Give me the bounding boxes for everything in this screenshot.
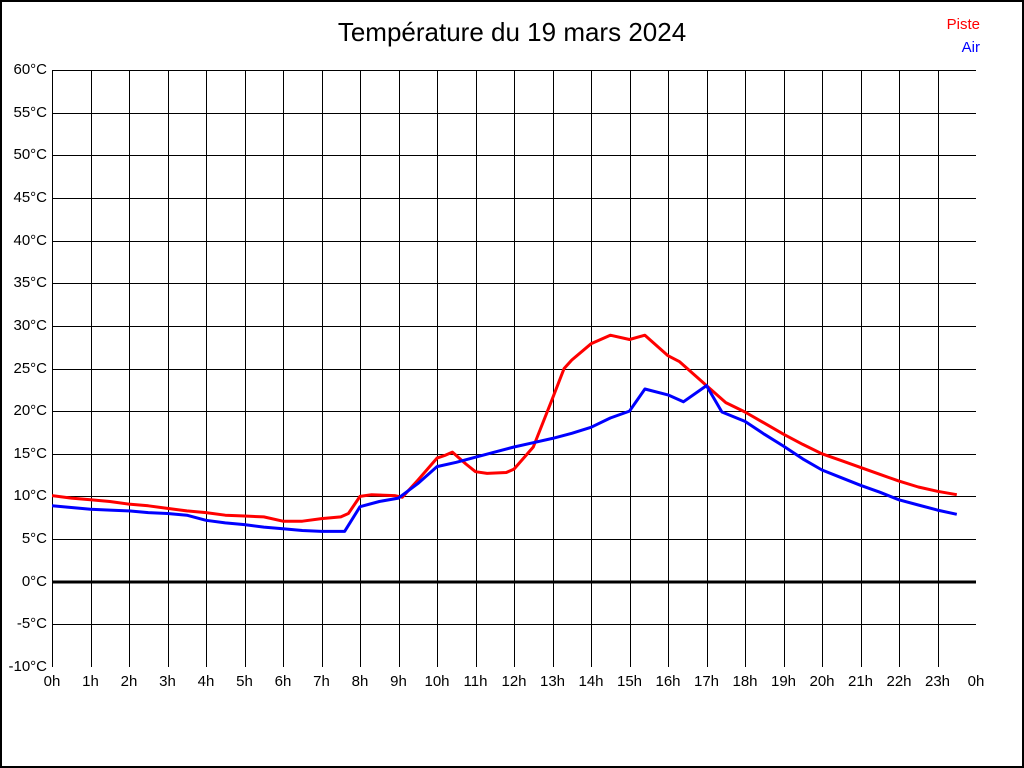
x-tick-label: 15h (616, 673, 643, 690)
y-tick-label: 55°C (13, 103, 47, 121)
series-line-air (52, 384, 958, 533)
legend-item-air: Air (961, 39, 980, 56)
y-tick-label: 15°C (13, 444, 47, 462)
y-tick-label: 40°C (13, 231, 47, 249)
x-tick-label: 8h (351, 673, 369, 690)
y-tick-label: -10°C (8, 658, 47, 675)
x-tick-label: 21h (847, 673, 874, 690)
x-tick-label: 5h (236, 673, 253, 690)
x-tick-label: 7h (313, 673, 330, 690)
series-line-piste (52, 333, 958, 523)
x-tick-label: 1h (82, 673, 99, 690)
y-tick-label: 30°C (13, 316, 47, 334)
chart-legend: Piste Air (947, 13, 980, 59)
x-tick-label: 3h (159, 673, 176, 690)
x-tick-label: 19h (770, 673, 797, 690)
x-tick-label: 11h (463, 673, 488, 690)
chart-title: Température du 19 mars 2024 (337, 17, 687, 47)
x-tick-label: 0h (967, 673, 985, 690)
x-tick-label: 2h (120, 673, 138, 690)
x-tick-label: 16h (655, 673, 681, 690)
y-tick-label: 0°C (21, 572, 47, 590)
x-tick-label: 12h (501, 673, 527, 690)
y-tick-label: 60°C (13, 61, 47, 78)
x-tick-label: 22h (886, 673, 912, 690)
y-tick-label: -5°C (16, 615, 47, 633)
x-tick-label: 6h (274, 673, 292, 690)
y-tick-label: 10°C (13, 487, 47, 505)
y-tick-label: 20°C (13, 402, 47, 420)
plot-area (52, 70, 976, 667)
y-tick-label: 25°C (13, 359, 47, 377)
y-tick-label: 5°C (21, 530, 47, 548)
x-tick-label: 18h (732, 673, 758, 690)
x-tick-label: 10h (424, 673, 450, 690)
legend-item-piste: Piste (946, 16, 980, 33)
x-tick-label: 0h (43, 673, 61, 690)
x-tick-label: 17h (693, 673, 720, 690)
y-tick-label: 45°C (13, 188, 47, 206)
y-tick-label: 35°C (13, 274, 47, 292)
x-tick-label: 20h (809, 673, 835, 690)
x-tick-label: 9h (390, 673, 407, 690)
x-tick-label: 13h (539, 673, 566, 690)
x-tick-label: 14h (578, 673, 604, 690)
x-tick-label: 4h (197, 673, 215, 690)
y-tick-label: 50°C (13, 146, 47, 164)
x-tick-label: 23h (924, 673, 951, 690)
